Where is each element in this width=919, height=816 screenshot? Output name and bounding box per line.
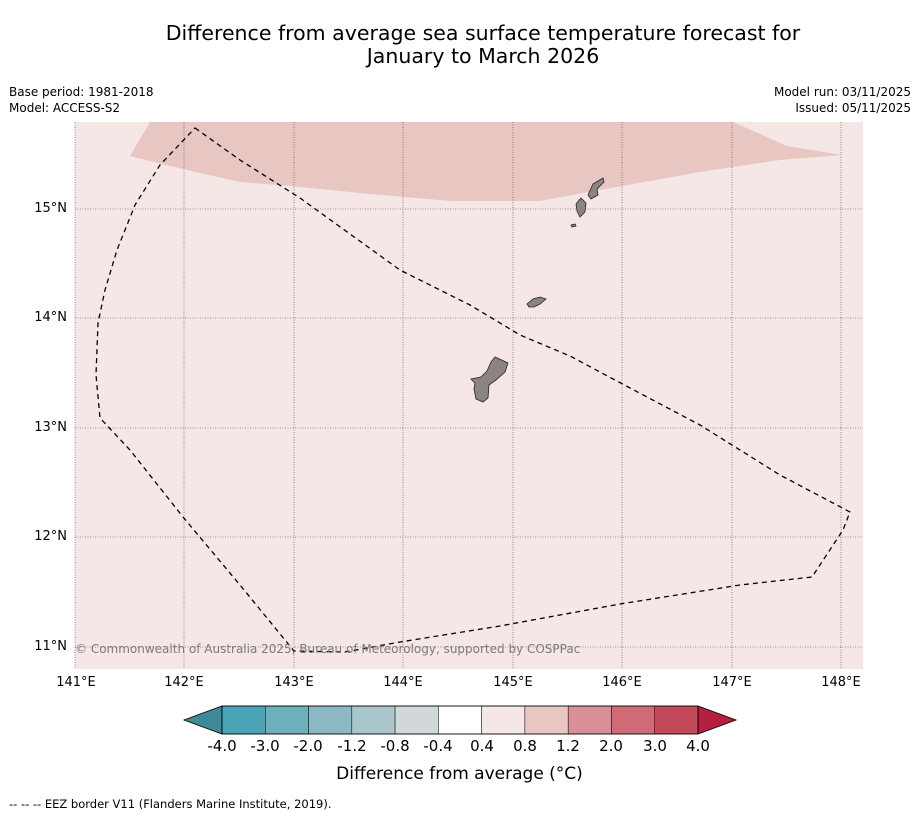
- lon-label-145e: 145°E: [493, 675, 533, 690]
- map-background: [75, 122, 863, 669]
- colorbar-bin: [654, 705, 699, 735]
- issued-date: Issued: 05/11/2025: [795, 101, 911, 115]
- lat-label-14n: 14°N: [34, 310, 67, 325]
- colorbar-bin: [394, 705, 439, 735]
- lon-label-146e: 146°E: [602, 675, 642, 690]
- warm-anomaly-region: [130, 122, 842, 201]
- lon-label-141e: 141°E: [56, 675, 96, 690]
- aguijan-islet: [570, 223, 577, 228]
- colorbar-tick-label: -0.8: [380, 737, 410, 755]
- eez-border: [95, 127, 851, 653]
- colorbar-under-arrow: [182, 705, 223, 735]
- lon-label-142e: 142°E: [164, 675, 204, 690]
- lat-label-11n: 11°N: [34, 639, 67, 654]
- colorbar-bin: [481, 705, 526, 735]
- colorbar-bin: [524, 705, 569, 735]
- colorbar-tick-label: -3.0: [250, 737, 280, 755]
- rota-island: [526, 296, 547, 308]
- lon-label-144e: 144°E: [383, 675, 423, 690]
- colorbar-bin: [438, 705, 482, 735]
- model-run: Model run: 03/11/2025: [773, 85, 911, 99]
- colorbar-tick-label: 1.2: [556, 737, 580, 755]
- eez-footnote: -- -- -- EEZ border V11 (Flanders Marine…: [9, 797, 332, 811]
- colorbar-outline: [221, 705, 699, 735]
- colorbar-bin: [265, 705, 309, 735]
- model-name: Model: ACCESS-S2: [9, 101, 121, 115]
- colorbar-tick-label: 2.0: [599, 737, 623, 755]
- lon-label-143e: 143°E: [274, 675, 314, 690]
- saipan-island: [587, 177, 605, 200]
- lon-label-148e: 148°E: [821, 675, 861, 690]
- islands: [470, 177, 605, 403]
- colorbar-tick-label: -4.0: [207, 737, 237, 755]
- guam-island: [470, 356, 509, 403]
- tinian-island: [575, 197, 587, 218]
- colorbar-bin: [611, 705, 655, 735]
- meta-right: Model run: 03/11/2025 Issued: 05/11/2025: [774, 84, 911, 116]
- colorbar-tick-label: 0.4: [470, 737, 494, 755]
- lat-label-12n: 12°N: [34, 529, 67, 544]
- colorbar-tick-label: -2.0: [293, 737, 323, 755]
- colorbar-tick-label: 0.8: [513, 737, 537, 755]
- gridlines: [74, 122, 863, 669]
- colorbar-tick-label: 4.0: [686, 737, 710, 755]
- copyright-notice: © Commonwealth of Australia 2025, Bureau…: [75, 642, 581, 656]
- colorbar-tick-label: -1.2: [337, 737, 367, 755]
- colorbar-over-arrow: [697, 705, 738, 735]
- colorbar: [182, 705, 738, 735]
- title-line-1: Difference from average sea surface temp…: [165, 21, 801, 45]
- meta-left: Base period: 1981-2018 Model: ACCESS-S2: [9, 84, 154, 116]
- colorbar-bin: [567, 705, 612, 735]
- colorbar-tick-label: -0.4: [423, 737, 453, 755]
- colorbar-tick-label: 3.0: [643, 737, 667, 755]
- colorbar-title: Difference from average (°C): [336, 764, 583, 784]
- lat-label-13n: 13°N: [34, 420, 67, 435]
- lat-label-15n: 15°N: [34, 201, 67, 216]
- title-line-2: January to March 2026: [366, 44, 600, 68]
- lon-label-147e: 147°E: [712, 675, 752, 690]
- colorbar-bin: [221, 705, 266, 735]
- map-title: Difference from average sea surface temp…: [0, 22, 919, 68]
- colorbar-bin: [351, 705, 396, 735]
- base-period: Base period: 1981-2018: [9, 85, 154, 99]
- colorbar-bin: [308, 705, 353, 735]
